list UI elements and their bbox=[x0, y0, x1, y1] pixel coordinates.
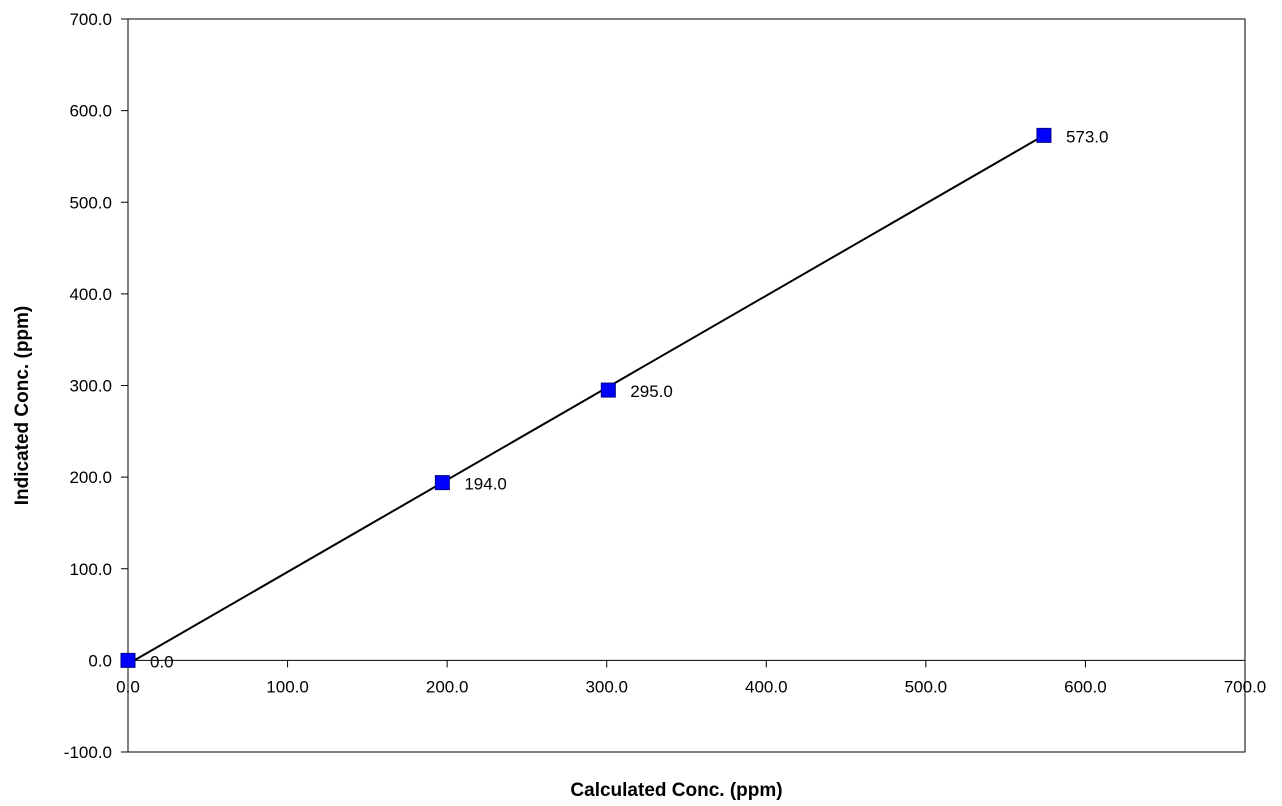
x-axis-title: Calculated Conc. (ppm) bbox=[570, 780, 782, 801]
y-axis-ticks: -100.0 0.0 100.0 200.0 300.0 400.0 500.0 600.0 7… bbox=[64, 10, 128, 762]
plot-area bbox=[127, 18, 1246, 753]
data-point bbox=[1036, 127, 1052, 143]
y-axis-title: Indicated Conc. (ppm) bbox=[12, 306, 33, 506]
data-point bbox=[600, 382, 616, 398]
x-axis-ticks: 0.0 100.0 200.0 300.0 400.0 500.0 600.0 700.0 bbox=[116, 660, 1266, 696]
x-tick-label: 300.0 bbox=[585, 677, 628, 696]
x-tick-label: 100.0 bbox=[266, 677, 309, 696]
data-point bbox=[120, 652, 136, 668]
y-tick-label: 600.0 bbox=[69, 102, 112, 121]
data-labels: 0.0 194.0 295.0 573.0 bbox=[150, 127, 1108, 671]
x-tick-label: 400.0 bbox=[745, 677, 788, 696]
y-tick-label: 200.0 bbox=[69, 468, 112, 487]
y-tick-label: 100.0 bbox=[69, 560, 112, 579]
trendline bbox=[127, 134, 1045, 665]
y-tick-label: 300.0 bbox=[69, 377, 112, 396]
y-tick-label: 400.0 bbox=[69, 285, 112, 304]
x-tick-label: 0.0 bbox=[116, 677, 140, 696]
trendline-group bbox=[127, 134, 1045, 665]
data-label: 194.0 bbox=[464, 475, 507, 494]
y-tick-label: -100.0 bbox=[64, 743, 112, 762]
y-tick-label: 500.0 bbox=[69, 193, 112, 212]
data-points bbox=[120, 127, 1052, 668]
x-tick-label: 500.0 bbox=[905, 677, 948, 696]
x-tick-label: 600.0 bbox=[1064, 677, 1107, 696]
y-tick-label: 0.0 bbox=[88, 651, 112, 670]
y-tick-label: 700.0 bbox=[69, 10, 112, 29]
data-label: 295.0 bbox=[630, 382, 673, 401]
data-label: 0.0 bbox=[150, 652, 174, 671]
data-point bbox=[434, 475, 450, 491]
data-label: 573.0 bbox=[1066, 127, 1109, 146]
x-tick-label: 700.0 bbox=[1224, 677, 1267, 696]
x-tick-label: 200.0 bbox=[426, 677, 469, 696]
